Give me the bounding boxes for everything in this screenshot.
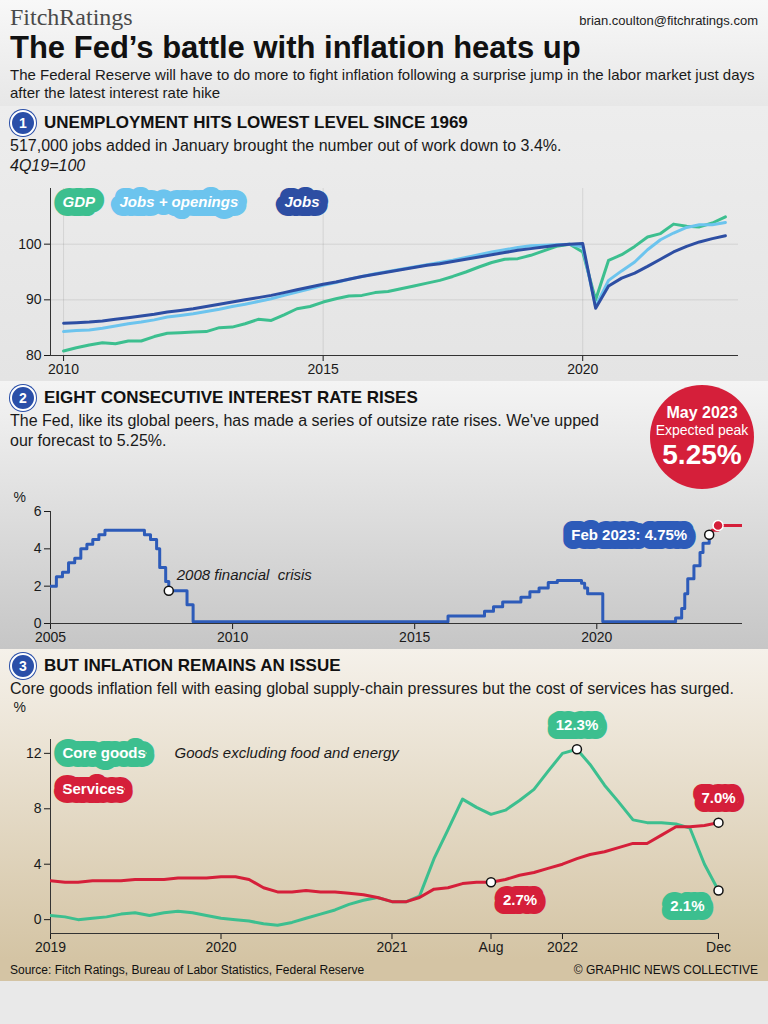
svg-text:2021: 2021 bbox=[376, 939, 407, 955]
svg-text:2010: 2010 bbox=[217, 629, 248, 645]
svg-text:Jobs: Jobs bbox=[285, 193, 320, 210]
svg-text:12.3%: 12.3% bbox=[556, 716, 599, 733]
html-text:1: 1 bbox=[19, 115, 27, 131]
svg-text:2015: 2015 bbox=[308, 361, 339, 377]
svg-text:4: 4 bbox=[34, 540, 42, 556]
html-text:The Federal Reserve will have: The Federal Reserve will have to do more… bbox=[10, 66, 755, 101]
html-text:BUT INFLATION REMAINS AN ISSUE: BUT INFLATION REMAINS AN ISSUE bbox=[44, 656, 341, 675]
svg-text:80: 80 bbox=[26, 347, 42, 363]
html-text:FitchRatings: FitchRatings bbox=[10, 4, 133, 30]
html-text:UNEMPLOYMENT HITS LOWEST LEVEL: UNEMPLOYMENT HITS LOWEST LEVEL SINCE 196… bbox=[44, 113, 468, 132]
svg-text:2022: 2022 bbox=[547, 939, 578, 955]
svg-text:6: 6 bbox=[34, 503, 42, 519]
svg-text:Aug: Aug bbox=[479, 939, 504, 955]
svg-text:90: 90 bbox=[26, 291, 42, 307]
html-text:4Q19=100: 4Q19=100 bbox=[10, 157, 86, 174]
html-text:Expected peak: Expected peak bbox=[655, 422, 749, 438]
html-text:The Fed’s battle with inflatio: The Fed’s battle with inflation heats up bbox=[10, 30, 581, 65]
svg-text:Dec: Dec bbox=[706, 939, 731, 955]
svg-text:0: 0 bbox=[34, 911, 42, 927]
svg-text:2010: 2010 bbox=[48, 361, 79, 377]
svg-text:Services: Services bbox=[63, 780, 125, 797]
html-text:May 2023: May 2023 bbox=[666, 404, 738, 421]
html-text:© GRAPHIC NEWS COLLECTIVE: © GRAPHIC NEWS COLLECTIVE bbox=[573, 963, 758, 977]
svg-text:7.0%: 7.0% bbox=[701, 789, 735, 806]
svg-text:0: 0 bbox=[33, 615, 42, 631]
html-text:517,000 jobs added in January: 517,000 jobs added in January brought th… bbox=[10, 137, 562, 154]
html-text:5.25%: 5.25% bbox=[662, 439, 742, 470]
svg-text:2008 financial crisis: 2008 financial crisis bbox=[176, 566, 313, 583]
svg-text:Goods excluding food and energ: Goods excluding food and energy bbox=[175, 744, 401, 761]
svg-text:Feb 2023: 4.75%: Feb 2023: 4.75% bbox=[571, 526, 687, 543]
svg-text:2: 2 bbox=[34, 578, 42, 594]
html-text:Core goods inflation fell with: Core goods inflation fell with easing gl… bbox=[10, 680, 734, 697]
html-text:3: 3 bbox=[19, 658, 27, 674]
svg-text:2020: 2020 bbox=[567, 361, 598, 377]
svg-text:Core goods: Core goods bbox=[63, 744, 146, 761]
svg-text:Jobs + openings: Jobs + openings bbox=[120, 193, 239, 210]
svg-text:2005: 2005 bbox=[35, 629, 66, 645]
html-text:brian.coulton@fitchratings.com: brian.coulton@fitchratings.com bbox=[579, 13, 758, 28]
svg-text:8: 8 bbox=[34, 800, 42, 816]
svg-text:12: 12 bbox=[26, 745, 42, 761]
svg-text:%: % bbox=[14, 489, 26, 505]
html-text:EIGHT CONSECUTIVE INTEREST RAT: EIGHT CONSECUTIVE INTEREST RATE RISES bbox=[44, 388, 418, 407]
svg-text:2020: 2020 bbox=[581, 629, 612, 645]
html-text:Source: Fitch Ratings, Bureau: Source: Fitch Ratings, Bureau of Labor S… bbox=[10, 963, 365, 977]
svg-text:2.1%: 2.1% bbox=[670, 897, 704, 914]
svg-text:2015: 2015 bbox=[399, 629, 430, 645]
html-text:The Fed, like its global peers: The Fed, like its global peers, has made… bbox=[10, 412, 599, 449]
svg-text:2.7%: 2.7% bbox=[503, 891, 537, 908]
svg-text:100: 100 bbox=[18, 236, 42, 252]
svg-text:GDP: GDP bbox=[63, 193, 97, 210]
svg-text:2019: 2019 bbox=[35, 939, 66, 955]
svg-text:2020: 2020 bbox=[205, 939, 236, 955]
svg-text:4: 4 bbox=[34, 856, 42, 872]
html-text:2: 2 bbox=[19, 390, 27, 406]
svg-text:%: % bbox=[14, 699, 26, 715]
